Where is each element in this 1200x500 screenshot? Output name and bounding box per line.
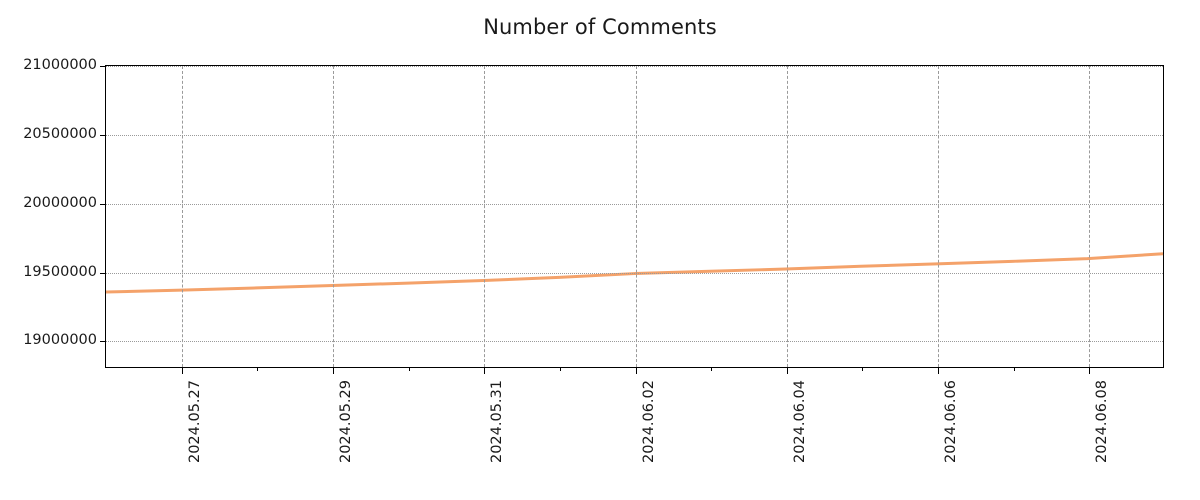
x-tick-mark-minor (711, 367, 713, 371)
x-gridline (938, 66, 940, 367)
x-tick-mark-major (181, 367, 183, 374)
y-tick-label: 20000000 (23, 194, 97, 211)
x-tick-mark-minor (257, 367, 259, 371)
x-tick-label: 2024.05.31 (489, 380, 506, 464)
x-tick-mark-major (786, 367, 788, 374)
y-axis-labels: 19000000 19500000 20000000 20500000 21000000 (0, 57, 1200, 368)
y-gridline (106, 272, 1163, 274)
y-gridline (106, 134, 1163, 136)
x-gridline (786, 66, 788, 367)
y-tick-mark (100, 134, 106, 136)
y-gridline (106, 341, 1163, 343)
x-tick-mark-major (1089, 367, 1091, 374)
x-tick-mark-major (635, 367, 637, 374)
x-tick-label: 2024.05.27 (186, 380, 203, 464)
x-tick-label: 2024.06.02 (640, 380, 657, 464)
chart-title: Number of Comments (483, 15, 717, 39)
y-tick-label: 20500000 (23, 125, 97, 142)
x-tick-label: 2024.05.29 (337, 380, 354, 464)
x-tick-mark-minor (408, 367, 410, 371)
y-tick-mark (100, 203, 106, 205)
y-gridline (106, 66, 1163, 67)
x-tick-mark-major (938, 367, 940, 374)
data-line-svg (105, 252, 1164, 294)
x-gridline (635, 66, 637, 367)
y-tick-label: 21000000 (23, 57, 97, 73)
x-gridline (181, 66, 183, 367)
y-tick-mark (100, 341, 106, 343)
plot-area (100, 65, 1164, 374)
x-tick-label: 2024.06.08 (1094, 380, 1111, 464)
y-gridline (106, 203, 1163, 205)
y-tick-mark (100, 272, 106, 274)
x-tick-mark-major (332, 367, 334, 374)
y-tick-label: 19000000 (23, 332, 97, 349)
x-gridline (1089, 66, 1091, 367)
x-tick-label: 2024.06.06 (943, 380, 960, 464)
x-tick-mark-minor (1013, 367, 1015, 371)
x-tick-label: 2024.06.04 (791, 380, 808, 464)
x-tick-mark-major (484, 367, 486, 374)
x-axis-labels: 2024.05.27 2024.05.29 2024.05.31 2024.06.02… (105, 380, 1164, 495)
y-tick-mark (100, 66, 106, 67)
x-gridline (484, 66, 486, 367)
x-tick-mark-minor (862, 367, 864, 371)
y-tick-label: 19500000 (23, 263, 97, 280)
x-gridline (332, 66, 334, 367)
x-tick-mark-minor (559, 367, 561, 371)
